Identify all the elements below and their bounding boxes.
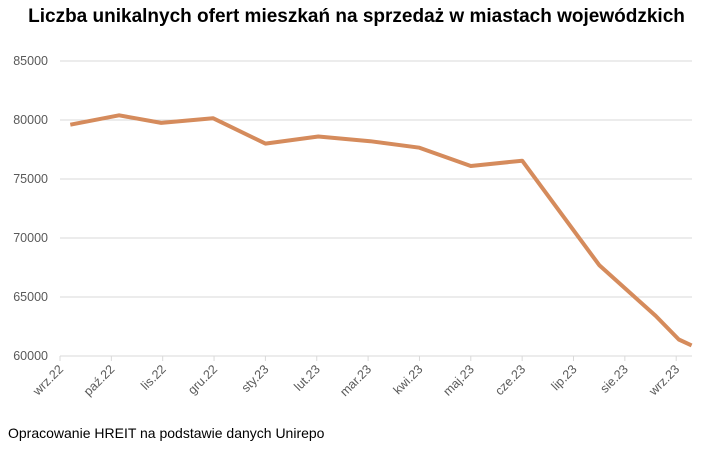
x-tick-label: mar.23: [337, 362, 374, 399]
x-tick-label: sty.23: [239, 362, 272, 395]
x-tick-label: cze.23: [492, 362, 528, 398]
y-tick-label: 70000: [13, 231, 48, 245]
x-tick-label: gru.22: [185, 362, 220, 397]
y-tick-label: 80000: [13, 113, 48, 127]
x-tick-label: sie.23: [597, 362, 631, 396]
x-tick-label: maj.23: [440, 362, 476, 398]
y-tick-label: 75000: [13, 172, 48, 186]
x-tick-label: kwi.23: [391, 362, 426, 397]
x-tick-label: wrz.23: [646, 362, 683, 399]
x-tick-label: wrz.22: [29, 362, 66, 399]
x-tick-label: lut.23: [291, 362, 323, 394]
source-note: Opracowanie HREIT na podstawie danych Un…: [8, 425, 325, 441]
series-line: [69, 113, 693, 348]
chart-title: Liczba unikalnych ofert mieszkań na sprz…: [28, 6, 685, 27]
x-tick-label: lip.23: [549, 362, 580, 393]
y-tick-label: 85000: [13, 54, 48, 68]
y-tick-label: 60000: [13, 349, 48, 363]
y-tick-label: 65000: [13, 290, 48, 304]
x-tick-label: paź.22: [81, 362, 117, 398]
x-tick-label: lis.22: [138, 362, 169, 393]
